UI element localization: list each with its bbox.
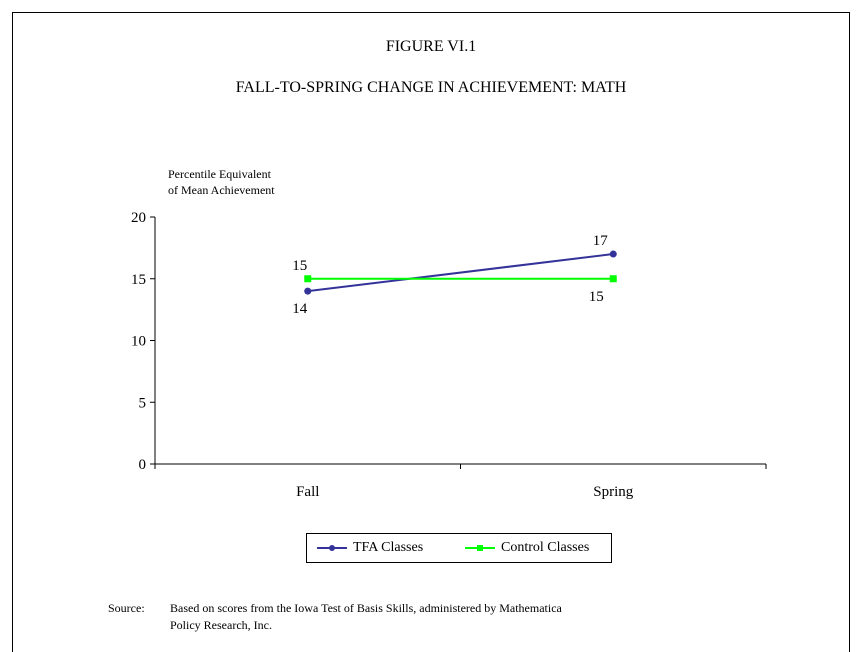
y-tick-label: 0 — [139, 457, 147, 473]
legend-swatch-control — [465, 545, 495, 551]
legend-swatch-tfa — [317, 545, 347, 551]
y-tick-label: 5 — [139, 395, 147, 411]
legend-label-tfa: TFA Classes — [353, 540, 424, 555]
data-label: 14 — [292, 301, 308, 317]
y-tick-label: 10 — [131, 334, 146, 350]
y-tick-label: 15 — [131, 272, 146, 288]
legend-item-control: Control Classes — [465, 540, 589, 556]
x-tick-label: Spring — [593, 484, 634, 500]
figure-frame — [12, 12, 850, 652]
data-point — [304, 275, 312, 283]
x-tick-label: Fall — [296, 484, 319, 500]
y-tick-label: 20 — [131, 210, 146, 226]
data-point — [609, 275, 617, 283]
data-point — [609, 250, 617, 258]
chart-title: FALL-TO-SPRING CHANGE IN ACHIEVEMENT: MA… — [235, 79, 627, 96]
data-label: 15 — [292, 258, 307, 274]
figure-label: FIGURE VI.1 — [385, 38, 477, 55]
legend: TFA Classes Control Classes — [306, 533, 612, 563]
data-label: 15 — [589, 289, 604, 305]
source-label: Source: — [108, 601, 145, 615]
chart-axes: 0 5 10 15 20 Fall Spring — [131, 210, 767, 500]
chart-series: 14 17 15 15 — [292, 233, 617, 317]
source-text: Based on scores from the Iowa Test of Ba… — [170, 601, 562, 632]
data-label: 17 — [593, 233, 609, 249]
series-line-0 — [307, 253, 614, 293]
legend-item-tfa: TFA Classes — [317, 540, 423, 556]
legend-label-control: Control Classes — [501, 540, 590, 555]
data-point — [304, 287, 312, 295]
y-axis-label: Percentile Equivalent of Mean Achievemen… — [168, 167, 275, 197]
